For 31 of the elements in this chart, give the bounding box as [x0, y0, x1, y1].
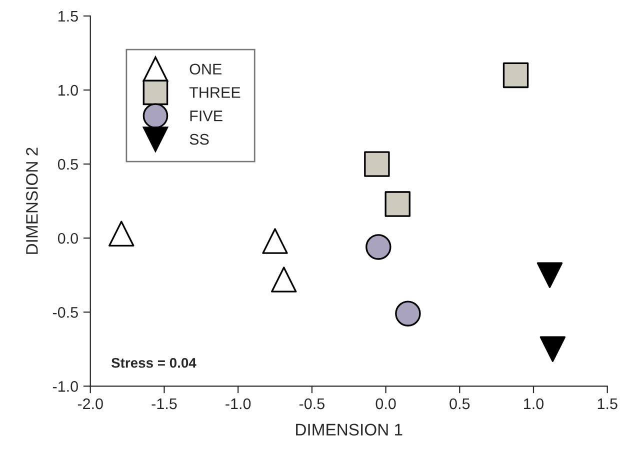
- y-tick-label: 0.0: [58, 232, 78, 244]
- point: [366, 234, 392, 260]
- y-tick-label: -0.5: [52, 307, 78, 318]
- x-tick-label: -1.5: [152, 398, 177, 410]
- x-tick-label: -1.0: [226, 398, 251, 410]
- legend-label: ONE: [190, 64, 222, 75]
- point: [384, 191, 410, 217]
- point: [271, 266, 297, 292]
- x-tick-label: 1.0: [524, 398, 544, 410]
- legend-label: SS: [190, 134, 209, 145]
- x-tick-label: 0.5: [450, 398, 470, 410]
- x-tick-label: 1.5: [598, 398, 618, 410]
- point: [108, 220, 134, 247]
- x-tick-label: -2.0: [78, 398, 103, 410]
- y-tick-label: 0.5: [58, 158, 78, 170]
- x-tick-label: -0.5: [299, 398, 324, 410]
- x-axis-title: DIMENSION 1: [296, 424, 402, 436]
- annotation: Stress = 0.04: [111, 358, 196, 368]
- point: [540, 336, 566, 362]
- point: [536, 262, 563, 288]
- point: [364, 151, 390, 177]
- y-tick-label: -1.0: [52, 381, 78, 392]
- legend-label: FIVE: [190, 110, 222, 122]
- x-tick-label: 0.0: [376, 398, 396, 410]
- point: [262, 228, 288, 254]
- y-tick-label: 1.5: [58, 11, 78, 22]
- legend-label: THREE: [189, 87, 240, 98]
- y-tick-label: 1.0: [58, 84, 78, 96]
- point: [395, 300, 421, 326]
- point: [502, 62, 529, 88]
- y-axis-title: DIMENSION 2: [26, 148, 38, 254]
